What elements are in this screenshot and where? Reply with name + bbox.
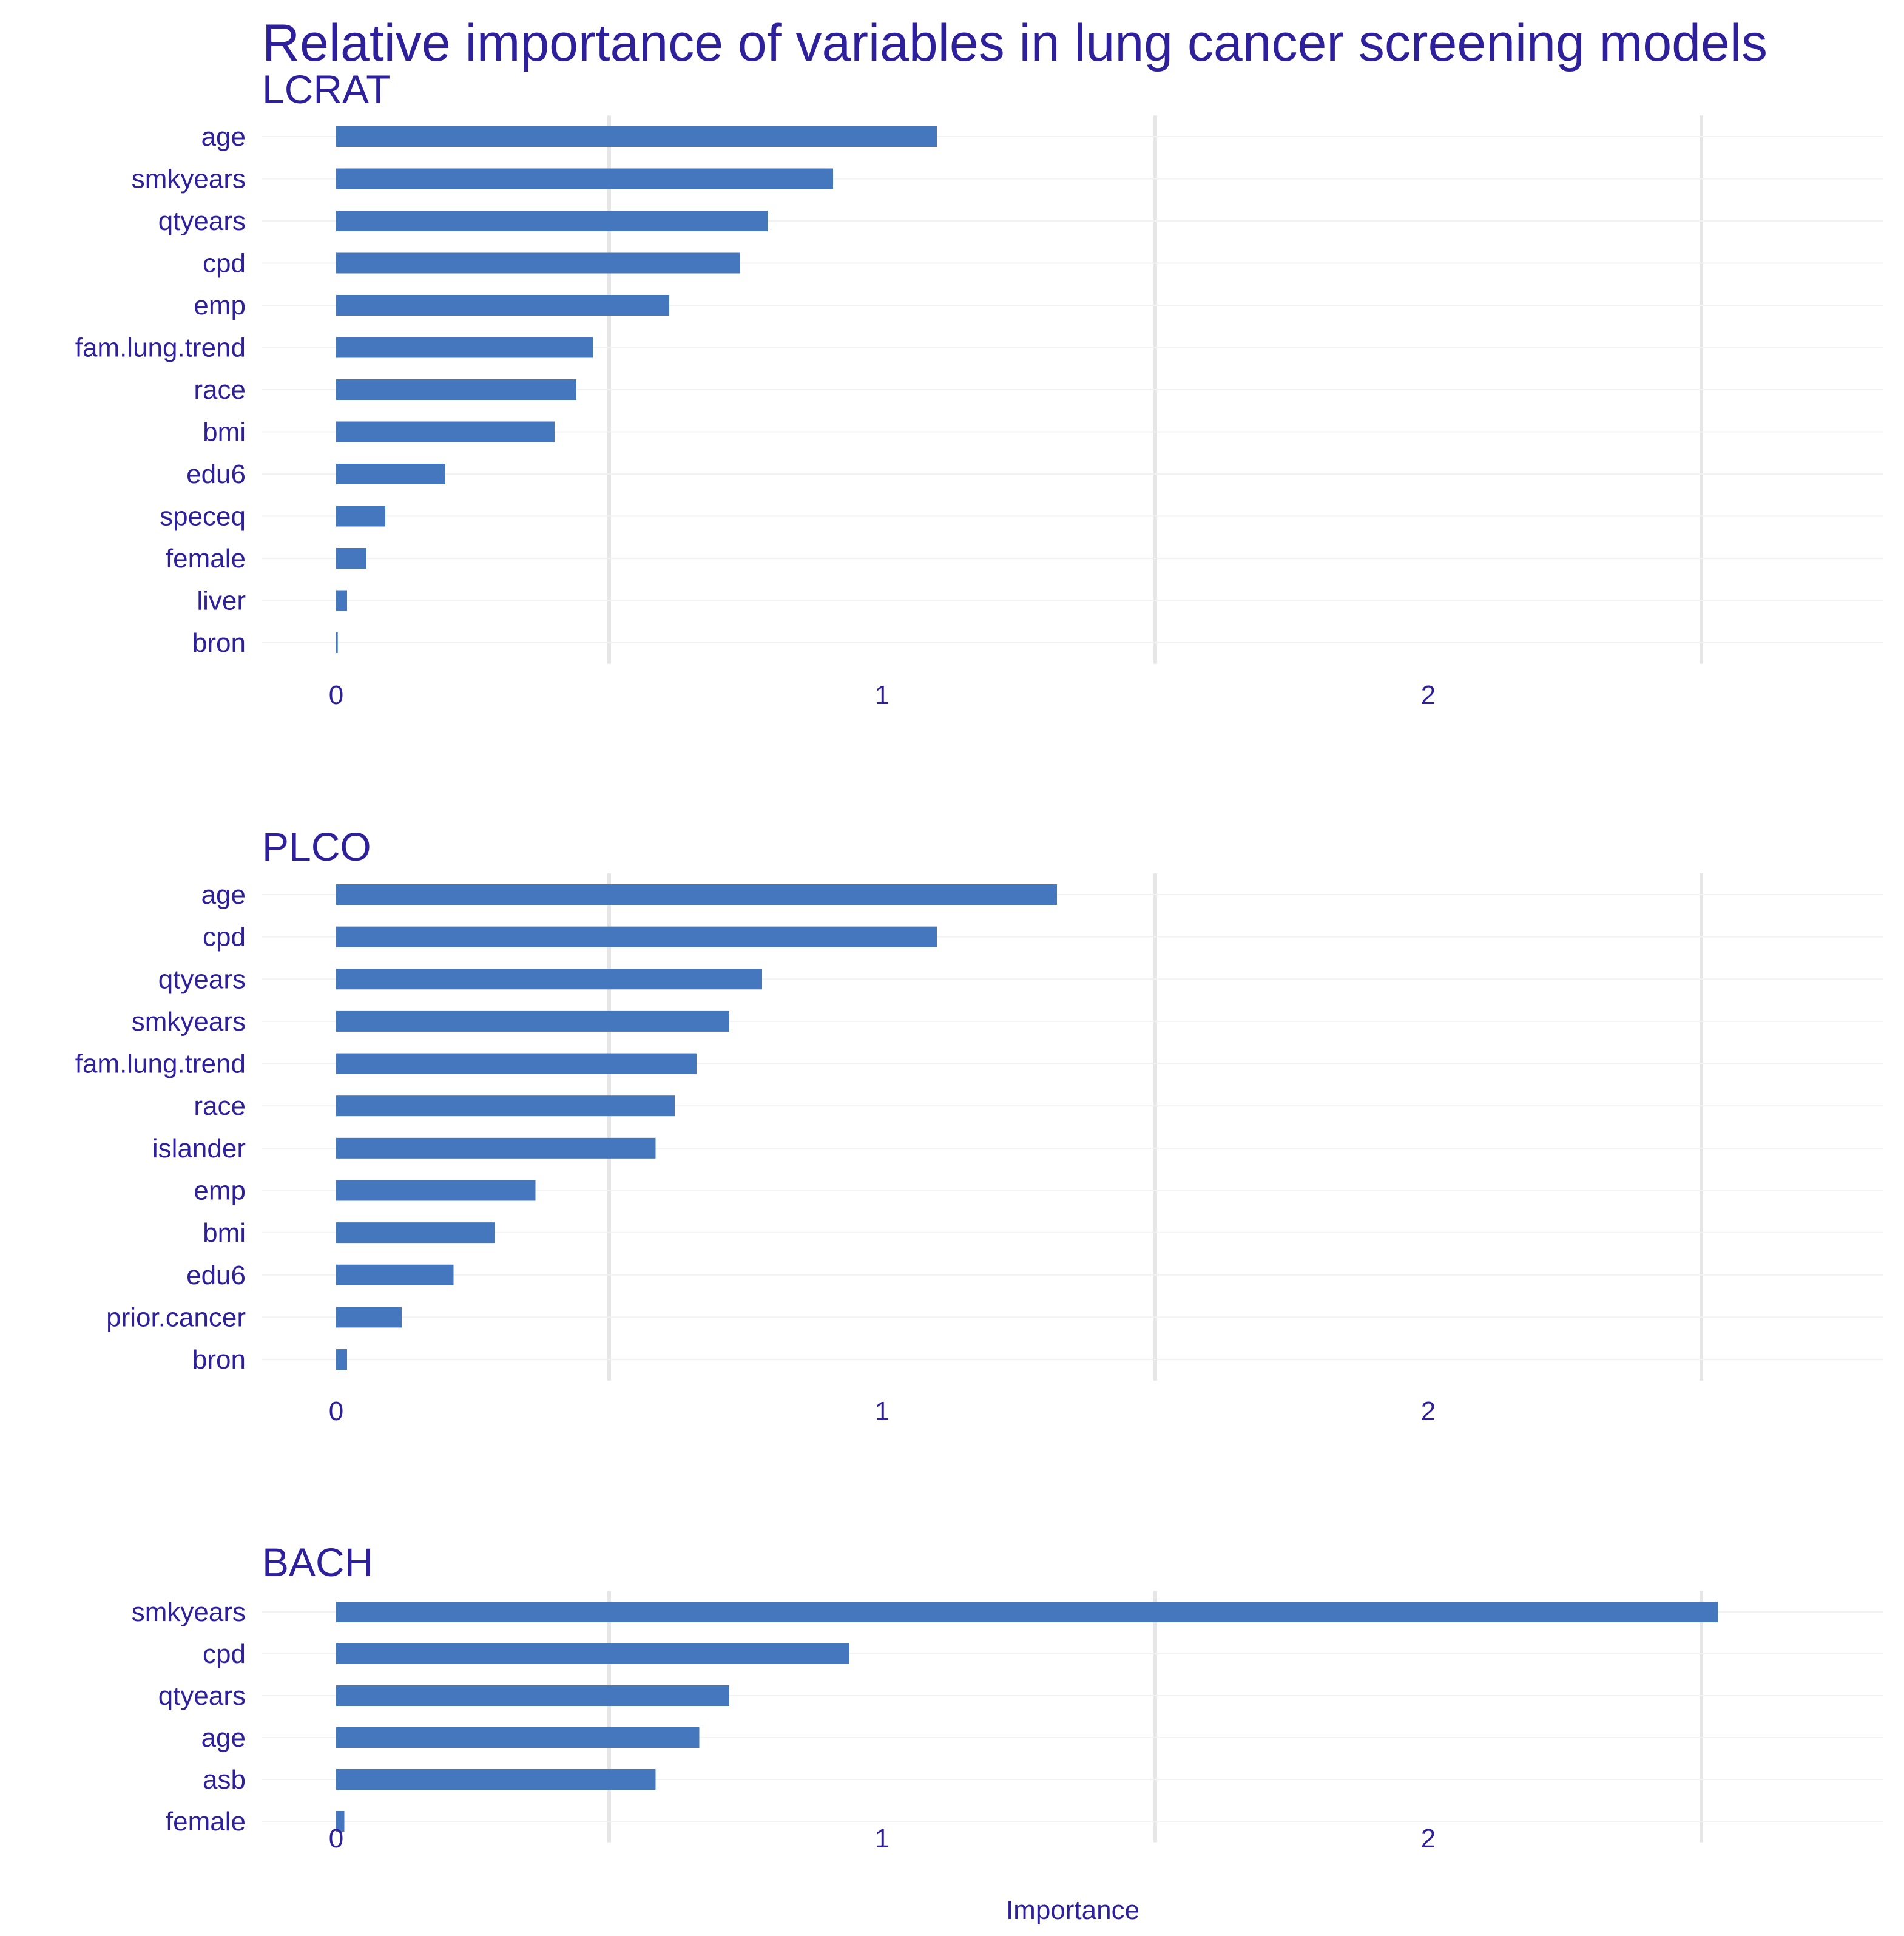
- category-label: cpd: [203, 249, 246, 279]
- category-label: bron: [192, 1345, 246, 1375]
- bar-age: [336, 884, 1057, 905]
- category-label: age: [201, 122, 246, 152]
- category-label: fam.lung.trend: [75, 1049, 246, 1079]
- category-label: qtyears: [158, 1681, 246, 1711]
- bar-qtyears: [336, 969, 762, 990]
- x-tick-label: 2: [1421, 1396, 1436, 1426]
- bar-cpd: [336, 1643, 849, 1664]
- panel-bach: BACH smkyears cpd qtyears age asb female 0 1 2: [132, 1540, 1883, 1853]
- bar-race: [336, 1095, 675, 1117]
- bar-qtyears: [336, 211, 768, 231]
- category-label: qtyears: [158, 964, 246, 994]
- bar-emp: [336, 1180, 536, 1201]
- category-label: fam.lung.trend: [75, 333, 246, 363]
- bar-bmi: [336, 421, 555, 442]
- category-label: age: [201, 880, 246, 910]
- category-label: islander: [152, 1134, 246, 1163]
- bar-islander: [336, 1137, 656, 1159]
- panel-lcrat: LCRAT age smkyears qtyears cpd emp fam.lung.tr…: [75, 67, 1883, 710]
- bar-fam.lung.trend: [336, 337, 593, 358]
- category-label: prior.cancer: [106, 1302, 246, 1332]
- x-tick-label: 1: [875, 680, 890, 710]
- bar-age: [336, 1727, 700, 1748]
- category-label: edu6: [186, 1261, 246, 1290]
- category-label: race: [194, 1091, 246, 1121]
- bar-race: [336, 379, 576, 400]
- category-label: liver: [197, 586, 246, 616]
- x-tick-label: 0: [329, 680, 343, 710]
- category-label: cpd: [203, 922, 246, 952]
- bar-cpd: [336, 926, 937, 947]
- bar-bmi: [336, 1222, 495, 1244]
- panels: LCRAT age smkyears qtyears cpd emp fam.lung.tr…: [75, 67, 1883, 1853]
- x-tick-label: 2: [1421, 680, 1436, 710]
- bar-edu6: [336, 1264, 454, 1285]
- category-label: cpd: [203, 1639, 246, 1669]
- bar-bron: [336, 1349, 347, 1370]
- bar-bron: [336, 632, 338, 653]
- category-label: qtyears: [158, 206, 246, 236]
- bar-qtyears: [336, 1685, 729, 1706]
- category-label: smkyears: [132, 164, 246, 194]
- bar-liver: [336, 590, 347, 611]
- bar-prior.cancer: [336, 1307, 402, 1328]
- bar-speceq: [336, 506, 385, 527]
- category-label: emp: [194, 1176, 246, 1205]
- category-label: bmi: [203, 1218, 246, 1248]
- panel-title: BACH: [262, 1540, 373, 1585]
- category-label: female: [166, 544, 246, 574]
- category-label: smkyears: [132, 1597, 246, 1627]
- category-label: race: [194, 375, 246, 405]
- category-label: asb: [203, 1765, 246, 1795]
- bar-smkyears: [336, 1010, 729, 1032]
- x-tick-label: 2: [1421, 1824, 1436, 1853]
- category-label: female: [166, 1807, 246, 1836]
- panel-plco: PLCO age cpd qtyears smkyears fam.lung.trend r…: [75, 824, 1883, 1426]
- x-tick-label: 0: [329, 1824, 343, 1853]
- bar-emp: [336, 295, 669, 316]
- bar-female: [336, 548, 366, 569]
- bar-smkyears: [336, 168, 833, 189]
- bar-fam.lung.trend: [336, 1053, 697, 1074]
- bar-female: [336, 1811, 345, 1832]
- bar-asb: [336, 1769, 656, 1790]
- bar-edu6: [336, 464, 445, 484]
- category-label: speceq: [160, 502, 246, 532]
- bar-cpd: [336, 252, 740, 274]
- chart-title: Relative importance of variables in lung…: [262, 14, 1767, 72]
- panel-title: LCRAT: [262, 67, 390, 112]
- category-label: edu6: [186, 459, 246, 489]
- x-tick-label: 0: [329, 1396, 343, 1426]
- x-axis-label: Importance: [1006, 1895, 1139, 1925]
- category-label: emp: [194, 291, 246, 320]
- x-tick-label: 1: [875, 1824, 890, 1853]
- category-label: bron: [192, 628, 246, 658]
- panel-title: PLCO: [262, 824, 371, 869]
- category-label: smkyears: [132, 1007, 246, 1037]
- bar-age: [336, 126, 937, 147]
- category-label: bmi: [203, 418, 246, 447]
- category-label: age: [201, 1723, 246, 1753]
- x-tick-label: 1: [875, 1396, 890, 1426]
- bar-smkyears: [336, 1602, 1718, 1622]
